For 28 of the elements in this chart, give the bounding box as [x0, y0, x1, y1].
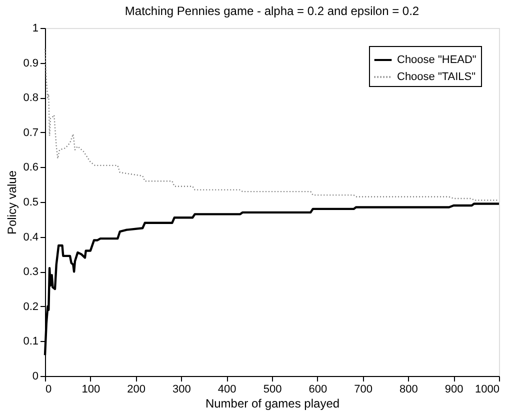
- x-tick-label: 300: [172, 384, 191, 396]
- y-tick-label: 0.1: [23, 336, 38, 348]
- y-tick-label: 0.6: [23, 162, 38, 174]
- x-tick-label: 800: [400, 384, 418, 396]
- line-series: [44, 48, 500, 201]
- x-tick-label: 100: [82, 384, 100, 396]
- y-tick-label: 0: [32, 370, 38, 382]
- x-tick-label: 500: [263, 384, 282, 396]
- x-tick-label: 200: [127, 384, 146, 396]
- y-tick-label: 0.9: [23, 57, 38, 70]
- y-tick-label: 0.2: [23, 300, 38, 313]
- x-tick-label: 400: [218, 384, 236, 396]
- y-tick-label: 0.3: [23, 266, 38, 278]
- x-tick-label: 900: [444, 384, 464, 396]
- chart-title: Matching Pennies game - alpha = 0.2 and epsilon = 0.2: [124, 4, 420, 18]
- x-tick-label: 700: [354, 384, 372, 396]
- legend-label: Choose "HEAD": [397, 54, 476, 66]
- legend-label: Choose "TAILS": [397, 71, 476, 83]
- x-tick-label: 600: [308, 384, 328, 396]
- y-tick-label: 0.5: [23, 196, 38, 208]
- x-tick-label: 1000: [475, 384, 500, 396]
- y-tick-label: 0.4: [23, 231, 38, 244]
- x-tick-label: 0: [46, 384, 52, 396]
- y-tick-label: 1: [32, 22, 38, 34]
- y-axis-title: Policy value: [5, 170, 20, 235]
- x-axis-title: Number of games played: [205, 396, 340, 410]
- y-tick-label: 0.8: [23, 92, 38, 104]
- y-tick-label: 0.7: [23, 126, 38, 139]
